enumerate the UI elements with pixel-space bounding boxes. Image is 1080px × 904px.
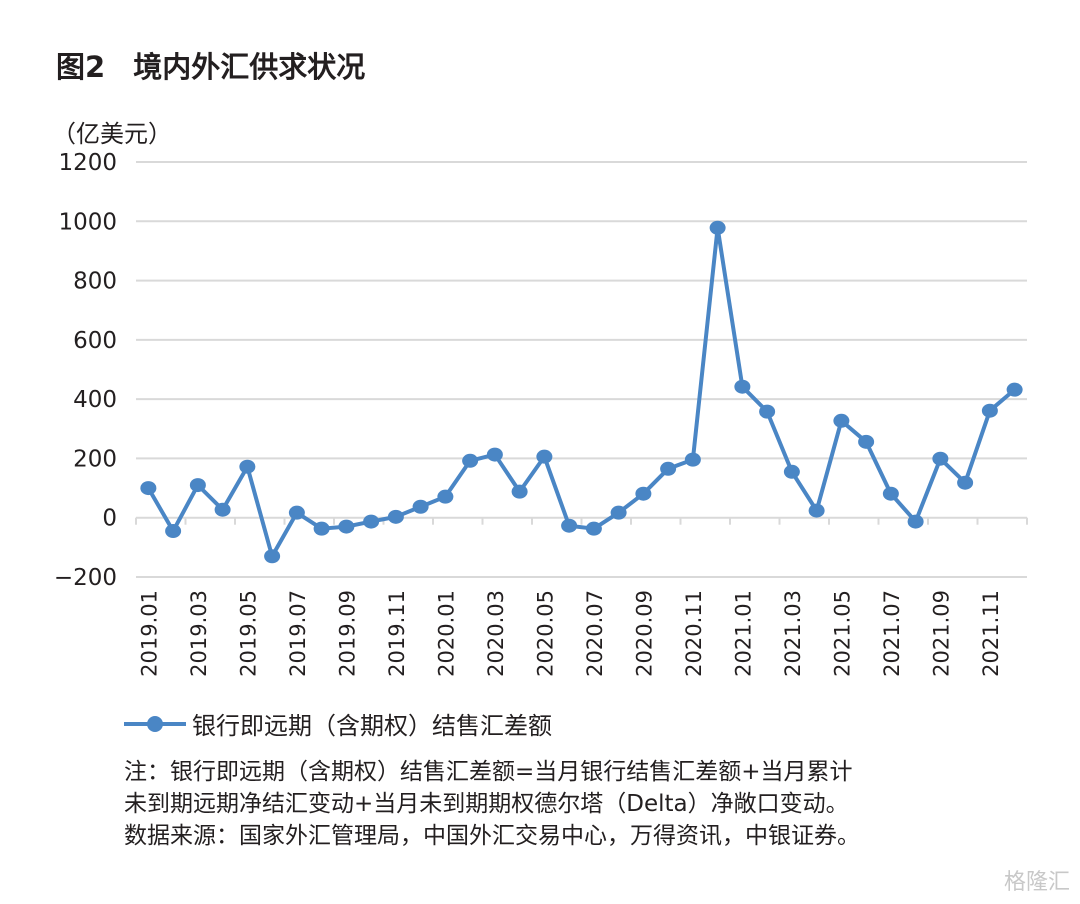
data-point — [165, 524, 182, 539]
x-tick-label: 2021.05 — [830, 590, 854, 677]
y-tick-label: 400 — [73, 387, 117, 413]
legend-swatch — [124, 715, 186, 732]
data-point — [511, 484, 528, 499]
x-tick-label: 2020.03 — [484, 590, 508, 677]
data-point — [759, 404, 776, 419]
data-point — [462, 453, 479, 468]
data-point — [734, 379, 751, 394]
x-tick-label: 2021.07 — [880, 590, 904, 677]
data-point — [808, 503, 825, 518]
data-point — [412, 499, 429, 514]
data-point — [536, 449, 553, 464]
data-point — [1006, 382, 1023, 397]
x-tick-label: 2020.11 — [682, 590, 706, 677]
x-tick-label: 2020.07 — [583, 590, 607, 677]
x-tick-label: 2021.03 — [781, 590, 805, 677]
x-tick-label: 2021.01 — [731, 590, 755, 677]
figure-number: 图2 — [56, 50, 106, 84]
x-tick-label: 2019.03 — [187, 590, 211, 677]
data-point — [561, 518, 578, 533]
data-point — [957, 475, 974, 490]
data-point — [214, 502, 231, 517]
data-point — [585, 521, 602, 536]
data-point — [140, 481, 157, 496]
data-point — [239, 459, 256, 474]
y-tick-label: 200 — [73, 446, 117, 472]
data-point — [684, 452, 701, 467]
y-tick-label: 1000 — [58, 209, 117, 235]
x-tick-label: 2019.07 — [286, 590, 310, 677]
data-point — [288, 505, 305, 520]
data-point — [387, 509, 404, 524]
data-point — [363, 514, 380, 529]
x-tick-label: 2020.09 — [632, 590, 656, 677]
data-point — [981, 403, 998, 418]
legend-label: 银行即远期（含期权）结售汇差额 — [192, 712, 552, 740]
series-line — [146, 225, 1016, 559]
data-point — [907, 514, 924, 529]
x-tick-label: 2020.01 — [434, 590, 458, 677]
x-tick-label: 2021.09 — [929, 590, 953, 677]
x-tick-label: 2019.01 — [137, 590, 161, 677]
y-tick-label: 0 — [102, 506, 117, 532]
note-line-1: 注：银行即远期（含期权）结售汇差额=当月银行结售汇差额+当月累计 — [124, 759, 853, 785]
data-point — [932, 451, 949, 466]
y-tick-label: −200 — [54, 565, 117, 591]
y-tick-label: 600 — [73, 328, 117, 354]
x-tick-label: 2020.05 — [533, 590, 557, 677]
y-tick-label: 800 — [73, 269, 117, 295]
y-tick-label: 1200 — [58, 150, 117, 176]
data-point — [709, 220, 726, 235]
data-point — [660, 461, 677, 476]
data-point — [189, 478, 206, 493]
data-point — [882, 486, 899, 501]
title-text: 境内外汇供求状况 — [133, 50, 366, 84]
data-point — [264, 549, 281, 564]
y-unit-label: （亿美元） — [52, 120, 172, 148]
data-point — [783, 464, 800, 479]
note-line-2: 未到期远期净结汇变动+当月未到期期权德尔塔（Delta）净敞口变动。 — [124, 791, 849, 817]
data-point — [437, 489, 454, 504]
x-tick-label: 2019.05 — [236, 590, 260, 677]
data-point — [635, 486, 652, 501]
data-point — [486, 447, 503, 462]
watermark-logo: 格隆汇 — [1003, 870, 1070, 895]
x-tick-label: 2019.09 — [335, 590, 359, 677]
data-point — [833, 413, 850, 428]
data-point — [313, 521, 330, 536]
data-point — [610, 505, 627, 520]
legend: 银行即远期（含期权）结售汇差额 — [124, 706, 552, 741]
x-tick-label: 2021.11 — [979, 590, 1003, 677]
data-point — [858, 434, 875, 449]
data-point — [338, 519, 355, 534]
x-tick-label: 2019.11 — [385, 590, 409, 677]
chart-title: 图2 境内外汇供求状况 — [56, 44, 365, 86]
source-line: 数据来源：国家外汇管理局，中国外汇交易中心，万得资讯，中银证券。 — [124, 823, 860, 849]
